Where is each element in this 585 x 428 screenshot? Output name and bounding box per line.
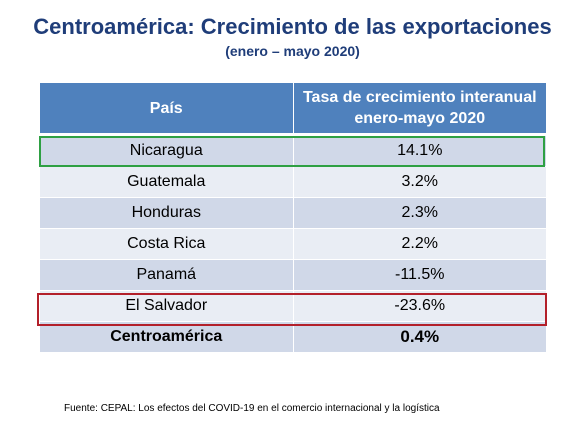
exports-growth-table: País Tasa de crecimiento interanual ener… (40, 83, 546, 353)
source-note: Fuente: CEPAL: Los efectos del COVID-19 … (64, 403, 440, 414)
header-country: País (149, 99, 183, 117)
table-row: Costa Rica 2.2% (40, 229, 546, 260)
header-growth-rate: Tasa de crecimiento interanual enero-may… (292, 83, 547, 133)
cell-growth-rate: 2.3% (292, 198, 547, 228)
cell-country: Guatemala (127, 173, 206, 190)
cell-growth-rate: 2.2% (292, 229, 547, 259)
table-row: Honduras 2.3% (40, 198, 546, 229)
cell-country: Centroamérica (110, 328, 223, 345)
cell-country: Costa Rica (127, 235, 206, 252)
cell-growth-rate: -11.5% (292, 260, 547, 290)
table-header: País Tasa de crecimiento interanual ener… (40, 83, 546, 136)
page-subtitle: (enero – mayo 2020) (225, 43, 360, 59)
cell-growth-rate: 14.1% (292, 136, 547, 166)
cell-growth-rate: 3.2% (292, 167, 547, 197)
cell-country: Honduras (131, 204, 201, 221)
table-row: Guatemala 3.2% (40, 167, 546, 198)
page-title: Centroamérica: Crecimiento de las export… (33, 14, 552, 39)
cell-country: Panamá (136, 266, 197, 283)
table-row: El Salvador -23.6% (40, 291, 546, 322)
cell-growth-rate: -23.6% (292, 291, 547, 321)
cell-country: El Salvador (125, 297, 208, 314)
cell-country: Nicaragua (129, 142, 203, 159)
table-row-total: Centroamérica 0.4% (40, 322, 546, 353)
table-row: Nicaragua 14.1% (40, 136, 546, 167)
table-row: Panamá -11.5% (40, 260, 546, 291)
cell-growth-rate: 0.4% (292, 322, 547, 352)
